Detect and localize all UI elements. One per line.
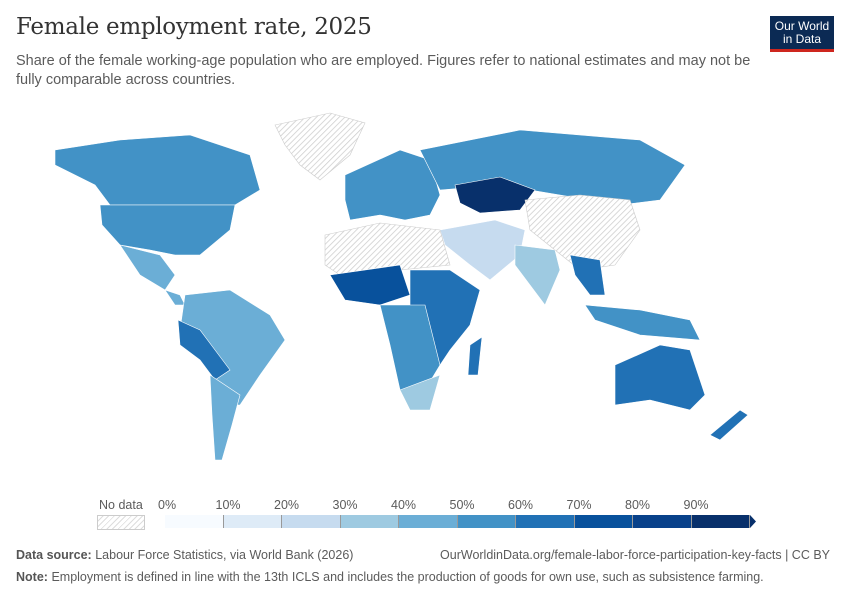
region-australia[interactable] xyxy=(614,344,706,411)
region-southern-africa[interactable] xyxy=(399,374,441,411)
source-url-link[interactable]: OurWorldinData.org/female-labor-force-pa… xyxy=(440,548,830,562)
legend-arrow-icon xyxy=(750,515,756,528)
legend-tick-label: 80% xyxy=(625,498,651,512)
legend-no-data-label: No data xyxy=(99,498,143,512)
region-new-zealand[interactable] xyxy=(709,409,749,441)
region-india[interactable] xyxy=(514,244,561,306)
legend-tick-label: 70% xyxy=(566,498,592,512)
legend-tick-label: 0% xyxy=(158,498,177,512)
legend-bin[interactable] xyxy=(633,515,692,528)
region-madagascar[interactable] xyxy=(467,336,483,376)
legend-no-data-swatch[interactable] xyxy=(97,515,145,530)
legend-bin[interactable] xyxy=(165,515,224,528)
region-china[interactable] xyxy=(524,194,641,271)
owid-logo[interactable]: Our World in Data xyxy=(770,16,834,52)
legend-bin[interactable] xyxy=(574,515,633,528)
region-southern-cone[interactable] xyxy=(209,374,241,461)
legend-tick-label: 50% xyxy=(449,498,475,512)
note-label: Note: xyxy=(16,570,48,584)
region-canada[interactable] xyxy=(54,134,261,206)
region-middle-east[interactable] xyxy=(439,219,526,281)
chart-subtitle: Share of the female working-age populati… xyxy=(16,53,751,88)
region-kazakhstan[interactable] xyxy=(454,176,536,214)
region-mexico[interactable] xyxy=(119,244,176,291)
legend-bin[interactable] xyxy=(282,515,341,528)
legend-tick-label: 30% xyxy=(332,498,358,512)
region-indonesia[interactable] xyxy=(584,304,701,341)
note: Note: Employment is defined in line with… xyxy=(16,570,764,584)
legend-tick-label: 10% xyxy=(215,498,241,512)
legend-tick-label: 60% xyxy=(508,498,534,512)
source-text: Labour Force Statistics, via World Bank … xyxy=(95,548,354,562)
legend-bin[interactable] xyxy=(691,515,750,528)
region-europe[interactable] xyxy=(344,149,441,221)
source-label: Data source: xyxy=(16,548,92,562)
legend-tick-label: 40% xyxy=(391,498,417,512)
region-west-africa[interactable] xyxy=(329,264,411,306)
region-se-asia[interactable] xyxy=(569,254,606,296)
legend-tick-label: 20% xyxy=(274,498,300,512)
legend-bin[interactable] xyxy=(340,515,399,528)
chart-title: Female employment rate, 2025 xyxy=(16,14,372,40)
legend-bin[interactable] xyxy=(223,515,282,528)
note-text: Employment is defined in line with the 1… xyxy=(51,570,764,584)
legend-bin[interactable] xyxy=(399,515,458,528)
region-central-america[interactable] xyxy=(164,289,186,306)
legend-bins xyxy=(165,515,750,528)
legend-bin[interactable] xyxy=(457,515,516,528)
region-north-africa[interactable] xyxy=(324,222,451,276)
region-usa[interactable] xyxy=(99,204,236,256)
world-map xyxy=(54,112,749,461)
legend-bin[interactable] xyxy=(516,515,575,528)
region-greenland[interactable] xyxy=(274,112,366,181)
legend-tick-label: 90% xyxy=(683,498,709,512)
data-source: Data source: Labour Force Statistics, vi… xyxy=(16,548,353,562)
region-peru-bolivia[interactable] xyxy=(177,319,231,381)
